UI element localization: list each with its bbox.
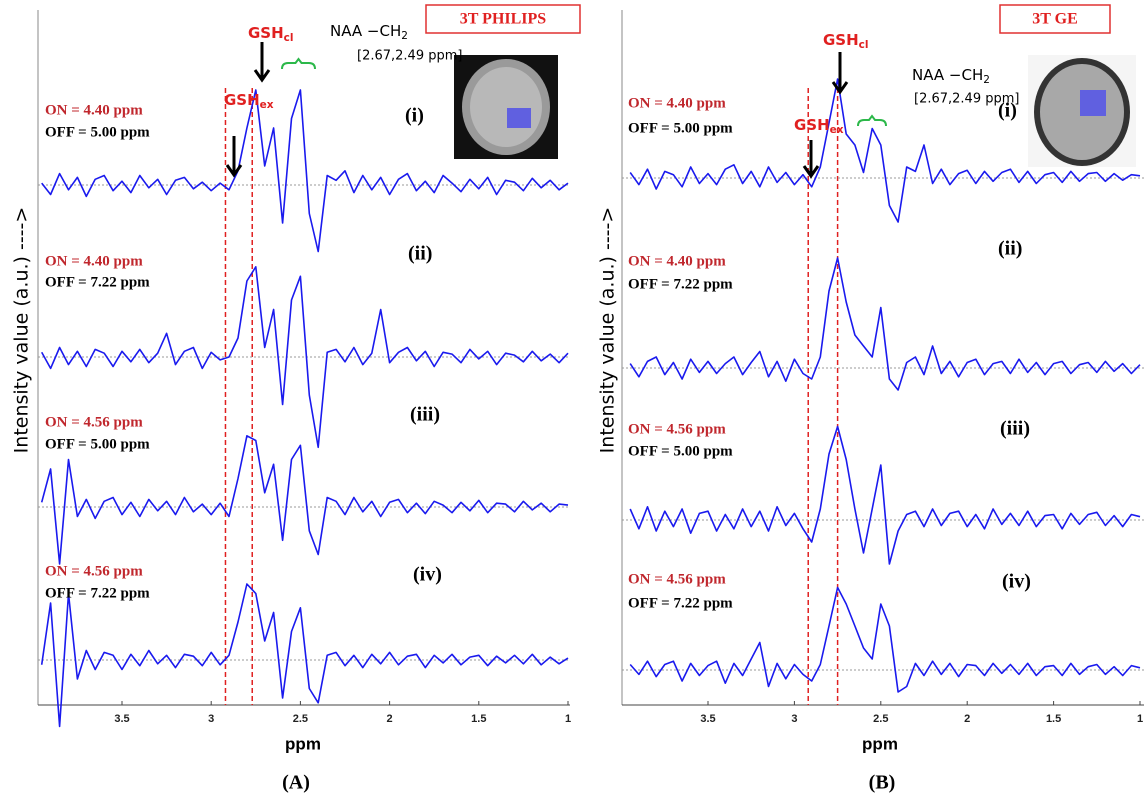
off-label: OFF = 5.00 ppm (45, 124, 150, 140)
on-label: ON = 4.56 ppm (45, 563, 143, 579)
series-name: (iv) (413, 564, 442, 586)
gsh-cl-label-main: GSH (823, 31, 859, 49)
on-label: ON = 4.56 ppm (628, 421, 726, 437)
series-name: (iv) (1002, 571, 1031, 593)
series-name: (ii) (998, 238, 1022, 260)
x-axis-label: ppm (285, 734, 321, 753)
naa-range: [2.67,2.49 ppm] (914, 92, 1019, 107)
naa-range: [2.67,2.49 ppm] (357, 49, 462, 64)
naa-label-main: NAA −CH (330, 22, 401, 40)
off-label: OFF = 7.22 ppm (45, 274, 150, 290)
off-label: OFF = 7.22 ppm (45, 585, 150, 601)
spectrum-line (40, 583, 569, 728)
on-label: ON = 4.56 ppm (45, 414, 143, 430)
gsh-ex-label-sub: ex (830, 124, 844, 136)
off-label: OFF = 7.22 ppm (628, 595, 733, 611)
on-label: ON = 4.40 ppm (45, 102, 143, 118)
arrow-head (225, 164, 243, 178)
chart-title: 3T GE (1032, 11, 1078, 28)
x-tick-label: 1.5 (471, 713, 486, 725)
series-name: (i) (405, 105, 424, 127)
off-label: OFF = 7.22 ppm (628, 276, 733, 292)
arrow-head (831, 81, 849, 95)
panel-label: (B) (869, 772, 896, 794)
x-tick-label: 2 (964, 713, 970, 725)
series-name: (i) (998, 100, 1017, 122)
gsh-ex-label-sub: ex (260, 99, 274, 111)
y-axis-label: Intensity value (a.u.) ----> (11, 207, 33, 454)
gsh-cl-label: GSHcl (823, 31, 869, 52)
gsh-ex-label-main: GSH (794, 116, 830, 134)
chart-title: 3T PHILIPS (460, 11, 547, 28)
arrow-head (802, 165, 820, 179)
gsh-cl-label: GSHcl (248, 24, 294, 45)
on-label: ON = 4.40 ppm (628, 253, 726, 269)
spectrum-line (629, 257, 1141, 391)
series-name: (ii) (408, 243, 432, 265)
title-box (425, 4, 581, 34)
gsh-cl-label-main: GSH (248, 24, 284, 42)
brain-image-a (454, 55, 558, 159)
gsh-cl-label-sub: cl (284, 32, 294, 44)
gsh-ex-label: GSHex (224, 91, 274, 112)
panel-label: (A) (282, 772, 310, 794)
naa-label-sub: 2 (401, 30, 408, 42)
naa-label: NAA −CH2 (330, 22, 408, 43)
gsh-ex-label: GSHex (794, 116, 844, 137)
gsh-ex-label-main: GSH (224, 91, 260, 109)
naa-label: NAA −CH2 (912, 66, 990, 87)
spectrum-line (629, 78, 1141, 223)
off-label: OFF = 5.00 ppm (45, 436, 150, 452)
naa-brace (281, 57, 316, 70)
x-tick-label: 1.5 (1046, 713, 1061, 725)
naa-label-sub: 2 (983, 74, 990, 86)
x-tick-label: 3 (208, 713, 214, 725)
spectrum-line (40, 266, 569, 449)
on-label: ON = 4.40 ppm (45, 253, 143, 269)
x-tick-label: 3.5 (700, 713, 715, 725)
brain-image-b (1028, 55, 1136, 167)
y-axis-label: Intensity value (a.u.) ----> (597, 207, 619, 454)
on-label: ON = 4.56 ppm (628, 571, 726, 587)
on-label: ON = 4.40 ppm (628, 95, 726, 111)
x-tick-label: 1 (1137, 713, 1143, 725)
gsh-cl-label-sub: cl (859, 39, 869, 51)
arrow-head (253, 69, 271, 83)
off-label: OFF = 5.00 ppm (628, 443, 733, 459)
x-tick-label: 2.5 (293, 713, 308, 725)
x-tick-label: 2 (387, 713, 393, 725)
title-box (999, 4, 1111, 34)
spectrum-line (629, 586, 1141, 693)
naa-label-main: NAA −CH (912, 66, 983, 84)
naa-brace (857, 114, 887, 127)
x-tick-label: 2.5 (873, 713, 888, 725)
spectrum-line (629, 425, 1141, 565)
x-axis-label: ppm (862, 734, 898, 753)
x-tick-label: 3 (791, 713, 797, 725)
x-tick-label: 3.5 (114, 713, 129, 725)
x-tick-label: 1 (565, 713, 571, 725)
spectrum-line (40, 435, 569, 565)
spectrum-line (41, 89, 569, 253)
off-label: OFF = 5.00 ppm (628, 120, 733, 136)
series-name: (iii) (1000, 418, 1030, 440)
series-name: (iii) (410, 404, 440, 426)
